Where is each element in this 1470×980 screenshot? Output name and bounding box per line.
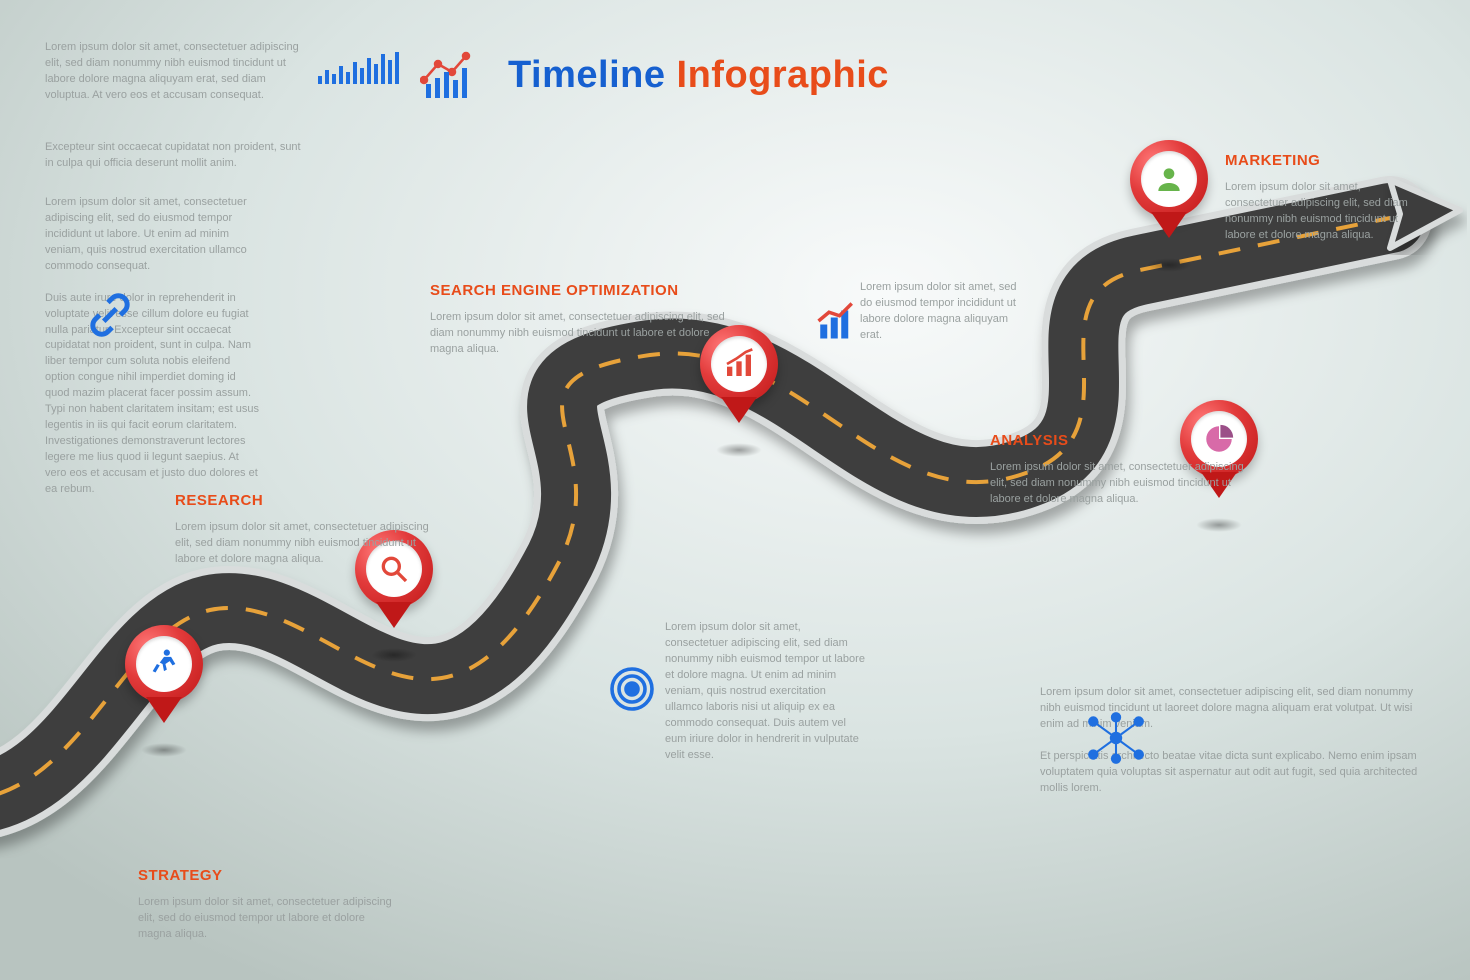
stage-heading: ANALYSIS xyxy=(990,430,1250,452)
stage-heading: MARKETING xyxy=(1225,150,1425,172)
stage-seo: SEARCH ENGINE OPTIMIZATION Lorem ipsum d… xyxy=(430,280,740,358)
side-block-center-lower: Lorem ipsum dolor sit amet, consectetuer… xyxy=(665,620,865,763)
side-block-center-upper: Lorem ipsum dolor sit amet, sed do eiusm… xyxy=(860,280,1030,344)
pin-strategy xyxy=(125,625,203,725)
stage-analysis: ANALYSIS Lorem ipsum dolor sit amet, con… xyxy=(990,430,1250,508)
network-icon xyxy=(1085,710,1147,766)
running-man-icon xyxy=(147,647,181,681)
person-icon xyxy=(1153,163,1185,195)
side-block-top-left-2: Excepteur sint occaecat cupidatat non pr… xyxy=(45,140,305,172)
link-icon xyxy=(85,290,135,340)
infographic-canvas: Timeline Infographic xyxy=(0,0,1470,980)
stage-marketing: MARKETING Lorem ipsum dolor sit amet, co… xyxy=(1225,150,1425,244)
combo-chart-icon xyxy=(815,300,857,342)
target-icon xyxy=(608,665,656,713)
stage-body: Lorem ipsum dolor sit amet, consectetuer… xyxy=(1225,180,1425,244)
stage-body: Lorem ipsum dolor sit amet, consectetuer… xyxy=(175,520,435,568)
stage-body: Lorem ipsum dolor sit amet, consectetuer… xyxy=(138,895,398,943)
side-block-mid-left: Lorem ipsum dolor sit amet, consectetuer… xyxy=(45,195,260,498)
pin-marketing xyxy=(1130,140,1208,240)
stage-heading: SEARCH ENGINE OPTIMIZATION xyxy=(430,280,740,302)
stage-body: Lorem ipsum dolor sit amet, consectetuer… xyxy=(990,460,1250,508)
side-block-top-left-1: Lorem ipsum dolor sit amet, consectetuer… xyxy=(45,40,305,104)
stage-research: RESEARCH Lorem ipsum dolor sit amet, con… xyxy=(175,490,435,568)
mini-bar-chart-icon xyxy=(318,50,399,84)
stage-body: Lorem ipsum dolor sit amet, consectetuer… xyxy=(430,310,740,358)
stage-strategy: STRATEGY Lorem ipsum dolor sit amet, con… xyxy=(138,865,398,943)
stage-heading: STRATEGY xyxy=(138,865,398,887)
